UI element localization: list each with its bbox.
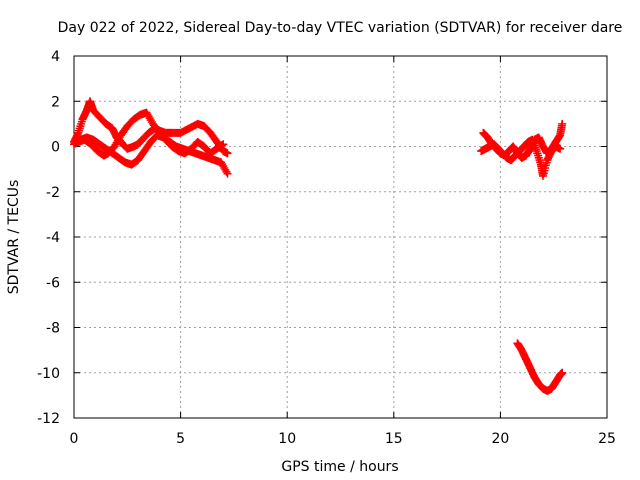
y-tick-label: 4 — [51, 49, 60, 65]
x-tick-label: 25 — [598, 431, 616, 447]
y-tick-label: 0 — [51, 140, 60, 156]
y-tick-label: -4 — [46, 230, 60, 246]
data-point — [223, 169, 232, 178]
y-tick-label: -10 — [37, 366, 60, 382]
y-axis-label: SDTVAR / TECUs — [6, 180, 22, 295]
x-tick-label: 5 — [176, 431, 185, 447]
y-tick-label: -6 — [46, 275, 60, 291]
x-tick-label: 20 — [491, 431, 509, 447]
y-axis: -12 -10 -8 -6 -4 -2 0 2 4 — [37, 49, 607, 427]
x-axis: 0 5 10 15 20 25 — [70, 56, 616, 447]
data-point — [558, 119, 567, 128]
series-arc-b — [70, 131, 232, 178]
x-tick-label: 10 — [278, 431, 296, 447]
data-point — [223, 149, 232, 158]
y-tick-label: -8 — [46, 321, 60, 337]
series-arc-f — [513, 339, 567, 395]
y-tick-label: 2 — [51, 94, 60, 110]
data-point — [558, 368, 567, 377]
data-point — [219, 140, 228, 149]
x-axis-label: GPS time / hours — [281, 459, 398, 475]
x-tick-label: 0 — [70, 431, 79, 447]
series-arc-e — [477, 135, 565, 180]
x-tick-label: 15 — [385, 431, 403, 447]
y-tick-label: -2 — [46, 185, 60, 201]
data-point — [556, 144, 565, 153]
chart-title: Day 022 of 2022, Sidereal Day-to-day VTE… — [58, 20, 623, 36]
series-arc-c — [74, 108, 228, 160]
data-points — [70, 97, 567, 395]
y-tick-label: -12 — [37, 411, 60, 427]
grid — [74, 56, 607, 418]
